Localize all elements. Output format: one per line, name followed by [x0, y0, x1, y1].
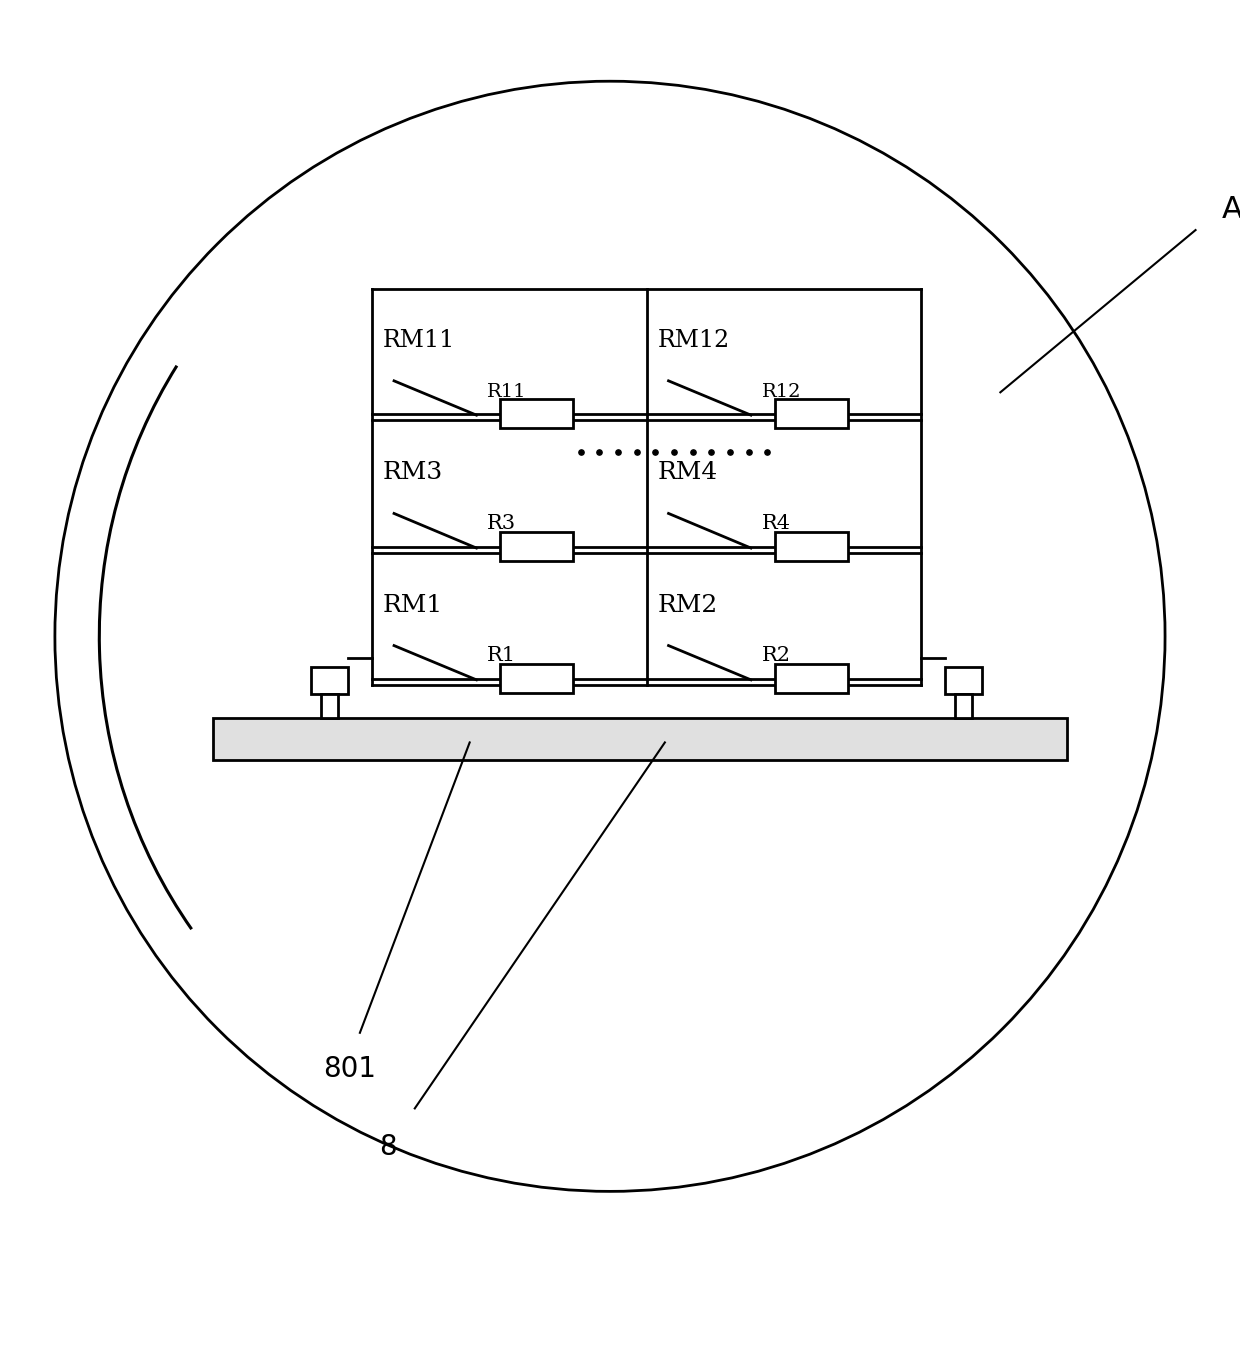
Bar — [213, 718, 1068, 759]
Text: RM1: RM1 — [383, 593, 443, 617]
Bar — [775, 664, 848, 693]
Bar — [500, 532, 573, 561]
Text: R3: R3 — [487, 515, 517, 534]
Text: A: A — [1221, 194, 1240, 224]
Bar — [775, 399, 848, 428]
Bar — [945, 667, 982, 694]
Text: 8: 8 — [379, 1133, 397, 1161]
Text: R2: R2 — [761, 646, 791, 665]
Text: RM11: RM11 — [383, 329, 455, 352]
Text: R12: R12 — [761, 383, 801, 401]
Text: RM3: RM3 — [383, 462, 444, 485]
Text: R4: R4 — [761, 515, 791, 534]
Bar — [500, 664, 573, 693]
Bar — [775, 532, 848, 561]
Text: RM12: RM12 — [657, 329, 730, 352]
Bar — [321, 694, 339, 718]
Bar — [955, 694, 972, 718]
Bar — [500, 399, 573, 428]
Bar — [311, 667, 347, 694]
Text: RM2: RM2 — [657, 593, 718, 617]
Text: 801: 801 — [324, 1055, 376, 1082]
Text: R1: R1 — [487, 646, 517, 665]
Text: RM4: RM4 — [657, 462, 718, 485]
Text: R11: R11 — [487, 383, 527, 401]
